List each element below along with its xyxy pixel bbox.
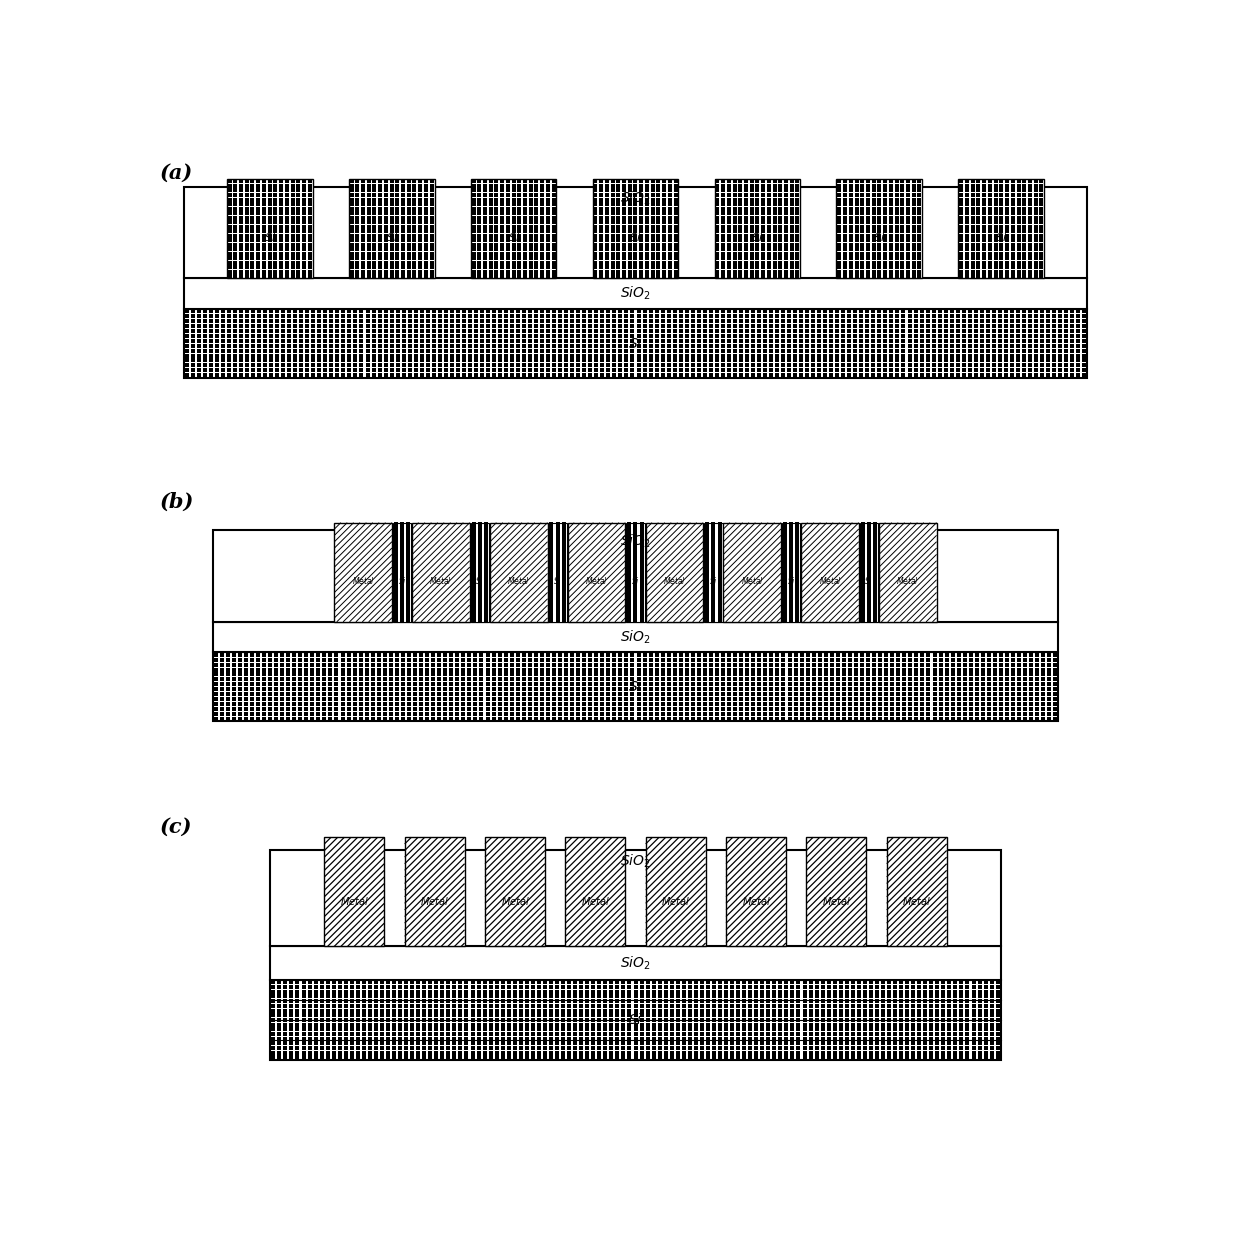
Text: $Metal$: $Metal$	[352, 575, 374, 586]
Bar	[646, 838, 706, 947]
Text: $Si$: $Si$	[629, 679, 642, 694]
Text: $Metal$: $Metal$	[507, 575, 531, 586]
Bar	[859, 523, 878, 622]
Bar	[959, 180, 1044, 279]
Text: $Metal$: $Metal$	[822, 895, 851, 907]
Bar	[568, 523, 625, 622]
Text: $Si$: $Si$	[264, 230, 275, 243]
Text: $Si$: $Si$	[709, 575, 718, 586]
Text: $Si$: $Si$	[629, 336, 642, 351]
Text: $Si$: $Si$	[507, 230, 520, 243]
Text: $Metal$: $Metal$	[585, 575, 608, 586]
Text: $Si$: $Si$	[864, 575, 873, 586]
Text: $Si$: $Si$	[631, 575, 640, 586]
Bar	[806, 838, 867, 947]
Text: $Metal$: $Metal$	[420, 895, 449, 907]
Text: $Metal$: $Metal$	[818, 575, 842, 586]
Bar	[412, 523, 470, 622]
Text: $Si$: $Si$	[786, 575, 796, 586]
Bar	[490, 523, 548, 622]
Bar	[723, 523, 781, 622]
Bar	[646, 523, 703, 622]
Text: $Metal$: $Metal$	[903, 895, 931, 907]
Bar	[393, 523, 412, 622]
Text: $Metal$: $Metal$	[663, 575, 686, 586]
Text: $SiO_2$: $SiO_2$	[620, 954, 651, 971]
Text: $Metal$: $Metal$	[897, 575, 919, 586]
Bar	[213, 530, 1058, 622]
Text: $Si$: $Si$	[398, 575, 407, 586]
Text: $Metal$: $Metal$	[580, 895, 610, 907]
Bar	[485, 838, 544, 947]
Text: (b): (b)	[160, 492, 195, 512]
Bar	[471, 523, 490, 622]
Bar	[781, 523, 800, 622]
Text: $Si$: $Si$	[553, 575, 562, 586]
Bar	[837, 180, 923, 279]
Text: $Metal$: $Metal$	[429, 575, 453, 586]
Bar	[887, 838, 946, 947]
Bar	[471, 180, 557, 279]
Bar	[184, 279, 1087, 309]
Text: $Si$: $Si$	[996, 230, 1007, 243]
Bar	[270, 980, 1001, 1059]
Text: $SiO_2$: $SiO_2$	[620, 285, 651, 302]
Text: $Si$: $Si$	[873, 230, 885, 243]
Text: $Metal$: $Metal$	[501, 895, 529, 907]
Bar	[348, 180, 434, 279]
Text: $Si$: $Si$	[475, 575, 485, 586]
Text: $SiO_2$: $SiO_2$	[620, 628, 651, 646]
Text: (c): (c)	[160, 817, 192, 836]
Bar	[593, 180, 678, 279]
Text: $Si$: $Si$	[630, 230, 641, 243]
Bar	[213, 653, 1058, 721]
Bar	[184, 309, 1087, 378]
Bar	[270, 850, 1001, 947]
Text: $SiO_2$: $SiO_2$	[620, 852, 651, 870]
Bar	[548, 523, 567, 622]
Bar	[404, 838, 465, 947]
Text: $Metal$: $Metal$	[742, 895, 770, 907]
Text: $SiO_2$: $SiO_2$	[620, 533, 651, 550]
Bar	[335, 523, 392, 622]
Text: $SiO_2$: $SiO_2$	[620, 190, 651, 207]
Bar	[626, 523, 645, 622]
Text: (a): (a)	[160, 164, 193, 183]
Bar	[565, 838, 625, 947]
Text: $Metal$: $Metal$	[740, 575, 764, 586]
Bar	[801, 523, 859, 622]
Bar	[714, 180, 800, 279]
Text: $Metal$: $Metal$	[340, 895, 368, 907]
Bar	[213, 622, 1058, 653]
Text: $Si$: $Si$	[386, 230, 398, 243]
Text: $Metal$: $Metal$	[661, 895, 691, 907]
Bar	[325, 838, 384, 947]
Bar	[727, 838, 786, 947]
Bar	[270, 947, 1001, 980]
Text: $Si$: $Si$	[629, 1012, 642, 1027]
Bar	[704, 523, 723, 622]
Bar	[184, 187, 1087, 279]
Bar	[227, 180, 312, 279]
Text: $Si$: $Si$	[751, 230, 764, 243]
Bar	[879, 523, 936, 622]
